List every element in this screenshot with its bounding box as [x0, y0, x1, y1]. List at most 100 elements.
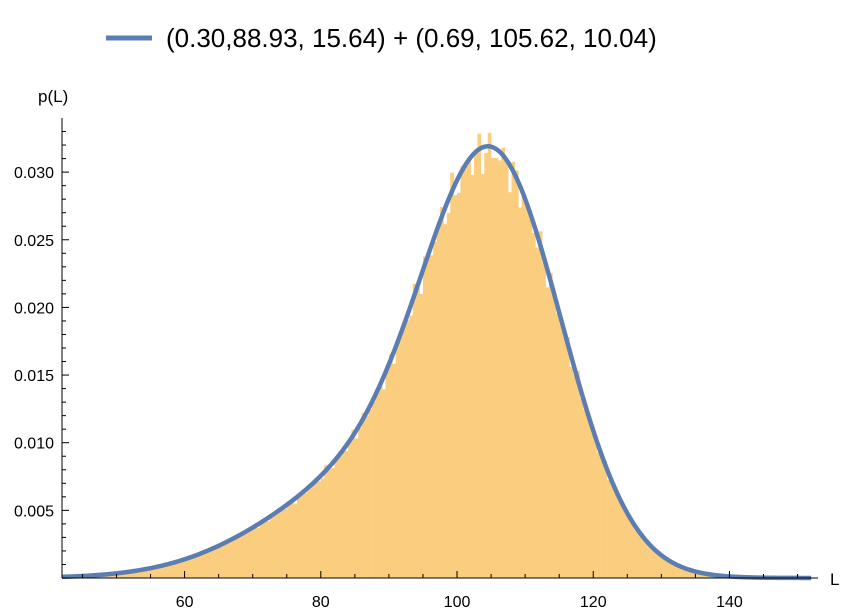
histogram-bar — [167, 564, 172, 578]
histogram-bar — [409, 315, 414, 578]
x-tick-label: 140 — [716, 594, 743, 611]
histogram-bar — [388, 354, 393, 578]
histogram-bar — [181, 560, 185, 578]
histogram-bar — [276, 511, 281, 578]
histogram-bar — [535, 247, 540, 579]
histogram-bar — [378, 383, 383, 578]
histogram-bar — [395, 344, 400, 578]
histogram-bar — [460, 166, 465, 578]
histogram-bar — [630, 522, 635, 578]
histogram-bar — [392, 363, 397, 578]
histogram-bar — [674, 564, 679, 578]
histogram-bar — [440, 207, 444, 578]
histogram-bar — [542, 262, 546, 578]
histogram-bar — [613, 486, 618, 578]
histogram-bar — [555, 313, 560, 578]
histogram-bar — [194, 556, 199, 578]
y-ticks: 0.005 0.010 0.015 0.020 0.025 0.030 — [14, 131, 69, 565]
fit-curve — [61, 144, 812, 581]
histogram-bar — [668, 561, 672, 578]
histogram-bar — [474, 150, 478, 578]
histogram-bar — [160, 565, 165, 578]
histogram-bar — [269, 516, 274, 578]
histogram-bar — [157, 566, 162, 578]
histogram-bar — [382, 389, 386, 578]
histogram-bar — [133, 570, 138, 578]
legend-label-fit: (0.30,88.93, 15.64) + (0.69, 105.62, 10.… — [166, 23, 657, 53]
histogram-bar — [188, 557, 192, 578]
histogram-bar — [123, 572, 128, 578]
histogram-bar — [341, 450, 345, 578]
histogram-bar — [402, 324, 407, 578]
histogram-bar — [514, 170, 519, 579]
histogram-bar — [467, 161, 471, 579]
histogram-bar — [654, 550, 659, 578]
histogram-bar — [375, 388, 380, 578]
histogram-bar — [518, 207, 523, 578]
histogram-bar — [576, 370, 580, 578]
histogram-bar — [365, 416, 369, 578]
y-tick-label: 0.020 — [14, 300, 54, 317]
histogram-bar — [610, 482, 614, 578]
histogram-bar — [211, 548, 216, 578]
x-axis-label: L — [830, 570, 839, 589]
histogram-bar — [300, 492, 305, 578]
histogram-bar — [470, 174, 475, 578]
histogram-bar — [385, 364, 390, 578]
histogram-bar — [174, 561, 179, 578]
x-tick-label: 60 — [176, 594, 194, 611]
x-tick-label: 100 — [444, 594, 471, 611]
histogram-bar — [671, 563, 676, 578]
histogram-bar — [331, 468, 335, 578]
histogram-bar — [259, 521, 264, 578]
histogram-bar — [688, 570, 693, 578]
histogram-bar — [310, 484, 315, 578]
histogram-bar — [491, 158, 495, 579]
histogram-bar — [647, 544, 652, 578]
histogram-bar — [484, 153, 488, 578]
y-tick-label: 0.005 — [14, 503, 54, 520]
histogram-bar — [412, 283, 417, 578]
histogram-bar — [256, 527, 260, 578]
histogram-bar — [361, 412, 366, 578]
histogram-bar — [177, 561, 182, 578]
x-ticks: 60 80 100 120 140 — [81, 571, 799, 611]
histogram-bar — [307, 488, 311, 578]
histogram-bar — [538, 231, 543, 578]
histogram-bar — [596, 452, 601, 578]
histogram-bar — [314, 478, 318, 578]
histogram-bar — [426, 253, 431, 578]
histogram-bar — [228, 541, 233, 578]
y-axis-label: p(L) — [38, 87, 68, 106]
histogram-bar — [116, 573, 121, 578]
histogram-bar — [525, 202, 529, 578]
histogram-bar — [201, 552, 206, 578]
histogram-bar — [511, 161, 516, 578]
histogram-bar — [620, 505, 625, 578]
y-tick-label: 0.025 — [14, 233, 54, 250]
histogram-bar — [692, 570, 696, 578]
histogram-bar — [450, 172, 454, 578]
x-tick-label: 120 — [580, 594, 607, 611]
histogram-bar — [324, 465, 328, 578]
histogram-bar — [147, 568, 151, 578]
histogram-bar — [494, 157, 499, 578]
histogram-bar — [150, 567, 155, 578]
histogram-bar — [640, 535, 645, 578]
histogram-bar — [327, 469, 332, 578]
histogram-bar — [184, 558, 189, 578]
histogram-bar — [140, 570, 145, 578]
histogram-bar — [368, 409, 373, 578]
histogram-bar — [606, 479, 611, 578]
histogram-bar — [433, 241, 437, 579]
histogram-bar — [644, 542, 649, 578]
histogram-bar — [552, 293, 557, 578]
histogram-bar — [334, 457, 339, 578]
histogram-bar — [593, 436, 597, 578]
histogram-bar — [344, 451, 349, 578]
histogram-bar — [657, 554, 662, 578]
histogram-bar — [130, 571, 134, 578]
legend: (0.30,88.93, 15.64) + (0.69, 105.62, 10.… — [106, 23, 657, 53]
histogram-bar — [290, 501, 294, 578]
histogram-bar — [497, 160, 502, 578]
